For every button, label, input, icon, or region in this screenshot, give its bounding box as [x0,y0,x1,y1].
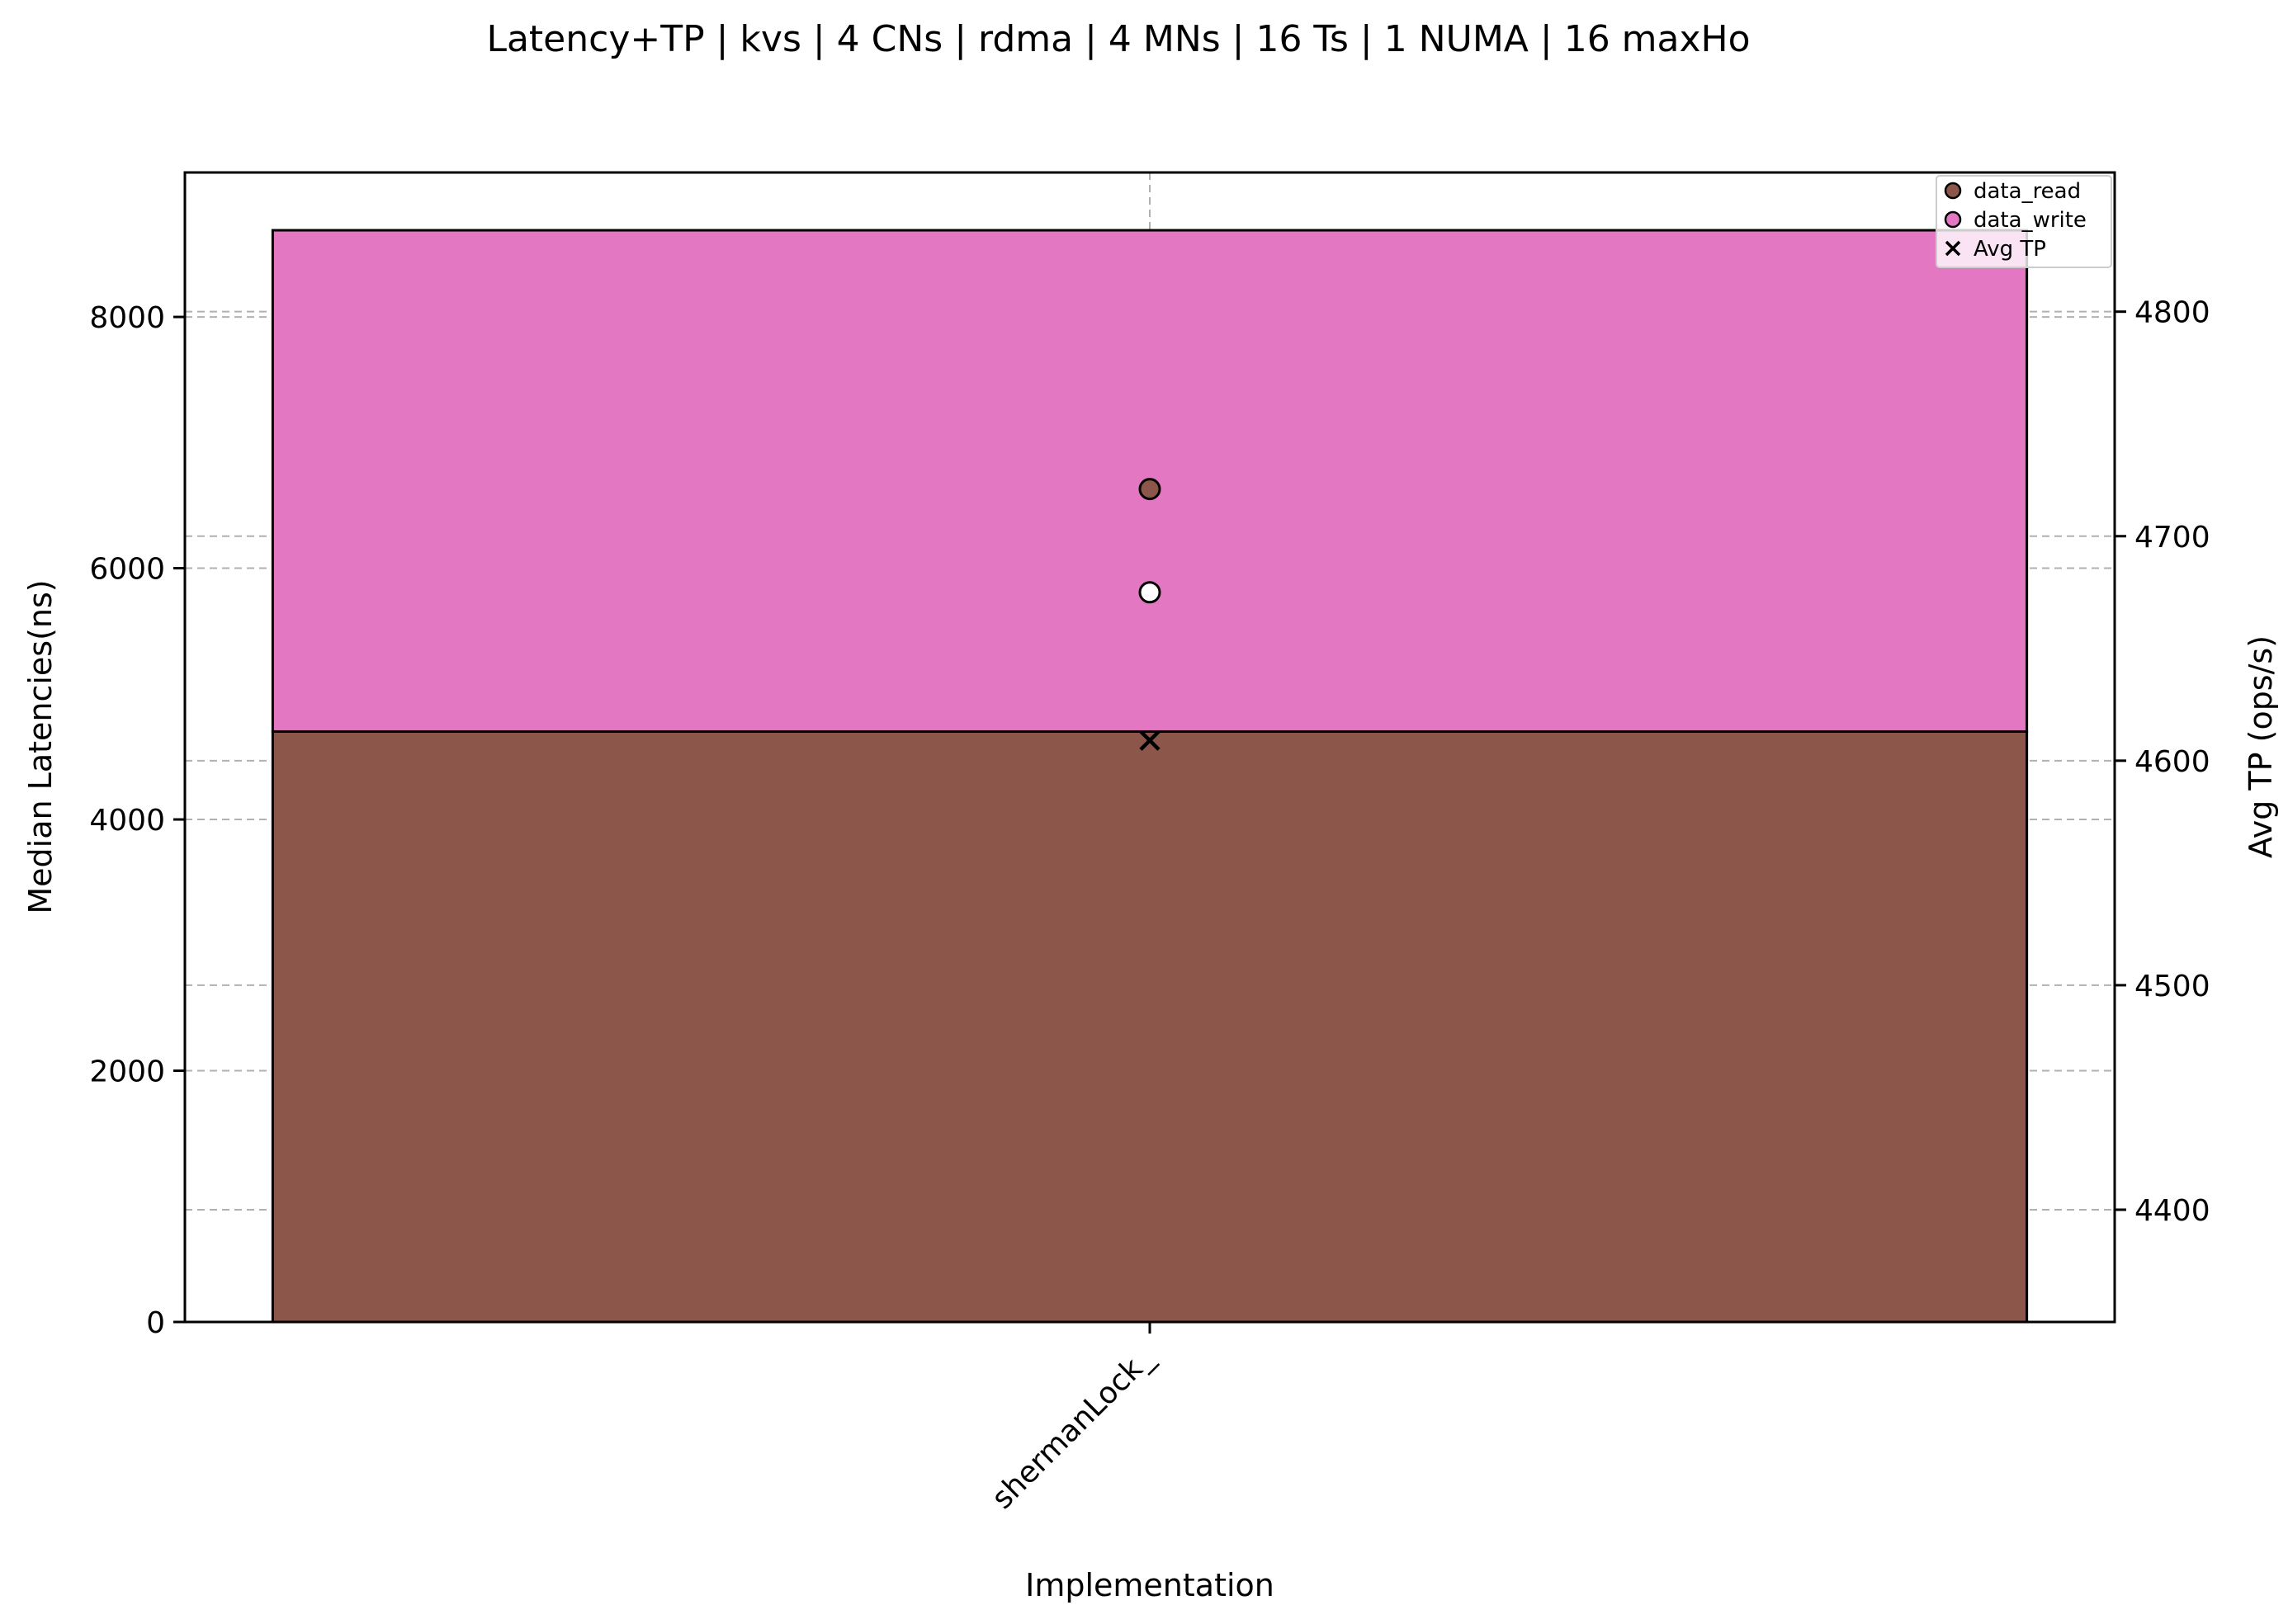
markers [1138,478,1161,751]
x-tick-label: shermanLock_ [986,1341,1161,1516]
right-tick-label: 4400 [2134,1194,2210,1228]
legend-box [1936,175,2112,268]
chart-title: Latency+TP | kvs | 4 CNs | rdma | 4 MNs … [486,18,1750,60]
left-tick-label: 4000 [89,804,165,838]
right-y-axis: 4400 4500 4600 4700 4800 [2115,296,2210,1228]
legend-marker-data_write [1944,210,1962,229]
marker-avg-tp [1139,729,1161,751]
right-tick-label: 4600 [2134,745,2210,779]
legend-marker-avg-tp [1945,240,1961,257]
left-tick-label: 8000 [89,301,165,335]
legend-marker-data_read [1944,182,1962,200]
x-axis: shermanLock_ [986,1322,1161,1516]
right-tick-label: 4800 [2134,296,2210,330]
legend-label: data_read [1974,179,2081,204]
left-tick-label: 0 [146,1306,165,1340]
legend: data_read data_write Avg TP [1936,175,2112,268]
x-axis-label: Implementation [1025,1567,1274,1603]
legend-label: data_write [1974,208,2087,233]
marker-data_write [1138,581,1161,604]
left-y-axis-label: Median Latencies(ns) [22,579,59,914]
marker-data_read [1138,478,1161,501]
left-tick-label: 2000 [89,1055,165,1089]
left-tick-label: 6000 [89,553,165,587]
right-y-axis-label: Avg TP (ops/s) [2243,635,2279,858]
marker-x-stroke [1139,729,1161,751]
bars [271,229,2029,1324]
right-tick-label: 4500 [2134,970,2210,1003]
legend-label: Avg TP [1974,237,2046,262]
right-tick-label: 4700 [2134,521,2210,555]
bar-data_read [271,729,2029,1324]
legend-x-stroke [1945,240,1961,257]
left-y-axis: 0 2000 4000 6000 8000 [89,301,185,1340]
